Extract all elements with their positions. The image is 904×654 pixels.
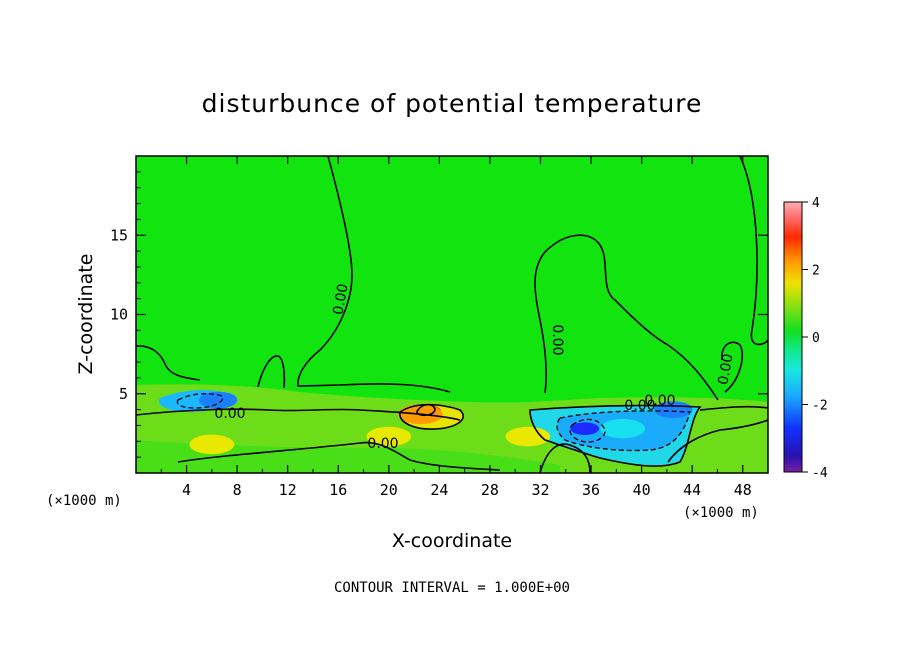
x-tick-label: 44 bbox=[683, 481, 701, 499]
x-tick-label: 16 bbox=[329, 481, 347, 499]
contour-label: 0.00 bbox=[330, 283, 351, 316]
x-tick-label: 28 bbox=[481, 481, 499, 499]
contour-pos-warm-core bbox=[416, 403, 436, 417]
field-feature bbox=[505, 426, 551, 447]
contour-zero-right-low bbox=[667, 419, 768, 463]
contour-zero-left-plume bbox=[297, 156, 451, 393]
contour-neg-cold-outer bbox=[556, 410, 691, 452]
x-axis-ticks: 4 8 12 16 20 24 28 32 36 40 44 48 bbox=[160, 156, 752, 499]
x-tick-label: 36 bbox=[582, 481, 600, 499]
x-tick-label: 24 bbox=[430, 481, 448, 499]
y-axis-ticks: 5 10 15 bbox=[110, 171, 768, 458]
colorbar-tick-label: 0 bbox=[812, 331, 820, 346]
colorbar-tick-label: 4 bbox=[812, 196, 820, 211]
field-feature bbox=[570, 422, 600, 435]
contour-neg-cold-core bbox=[569, 418, 606, 443]
y-tick-label: 10 bbox=[110, 306, 128, 324]
chart-title: disturbunce of potential temperature bbox=[202, 89, 703, 118]
plot-area: 0.000.000.000.000.000.000.00 bbox=[135, 155, 769, 474]
x-unit-right: (×1000 m) bbox=[683, 505, 759, 521]
contour-label: 0.00 bbox=[367, 436, 398, 452]
x-axis-label: X-coordinate bbox=[392, 530, 512, 552]
contour-lines bbox=[136, 156, 768, 473]
x-tick-label: 48 bbox=[734, 481, 752, 499]
field-feature bbox=[600, 418, 646, 439]
colorbar-gradient bbox=[783, 201, 803, 473]
y-tick-label: 5 bbox=[119, 385, 128, 403]
field-feature bbox=[198, 391, 238, 409]
contour-zero-right-plume bbox=[534, 234, 719, 401]
contour-zero-upper-right bbox=[739, 156, 768, 346]
contour-zero-surface-bump bbox=[539, 443, 591, 473]
field-feature bbox=[366, 426, 412, 447]
colorbar-tick-label: -4 bbox=[812, 466, 828, 481]
contour-zero-left-edge bbox=[136, 345, 201, 381]
contour-label: 0.00 bbox=[549, 324, 565, 355]
colorbar: 4 2 0 -2 -4 bbox=[783, 196, 828, 481]
x-unit-left: (×1000 m) bbox=[46, 493, 122, 509]
y-tick-label: 15 bbox=[110, 226, 128, 244]
colorbar-tick-label: 2 bbox=[812, 264, 820, 279]
y-axis-label: Z-coordinate bbox=[75, 254, 97, 375]
contour-zero-small-hill bbox=[257, 355, 286, 389]
contour-label: 0.00 bbox=[715, 353, 736, 386]
x-tick-label: 8 bbox=[233, 481, 242, 499]
contour-interval-note: CONTOUR INTERVAL = 1.000E+00 bbox=[334, 580, 570, 596]
x-tick-label: 4 bbox=[182, 481, 191, 499]
x-tick-label: 40 bbox=[633, 481, 651, 499]
field-feature bbox=[189, 434, 235, 455]
x-tick-label: 12 bbox=[279, 481, 297, 499]
contour-zero-cold-pool bbox=[529, 404, 702, 467]
colorbar-ticks: 4 2 0 -2 -4 bbox=[802, 196, 828, 481]
x-tick-label: 32 bbox=[531, 481, 549, 499]
contour-neg-left-blob bbox=[176, 393, 224, 409]
contour-zero-right-edge bbox=[699, 405, 768, 411]
contour-label: 0.00 bbox=[644, 393, 675, 409]
x-tick-label: 20 bbox=[380, 481, 398, 499]
contour-label: 0.00 bbox=[214, 406, 245, 422]
surface-layer bbox=[136, 440, 560, 473]
contour-zero-right-loop bbox=[721, 341, 744, 393]
contour-zero-lower-band bbox=[177, 441, 501, 471]
colorbar-tick-label: -2 bbox=[812, 399, 828, 414]
contour-label: 0.00 bbox=[624, 398, 655, 414]
contour-labels: 0.000.000.000.000.000.000.00 bbox=[214, 283, 736, 452]
